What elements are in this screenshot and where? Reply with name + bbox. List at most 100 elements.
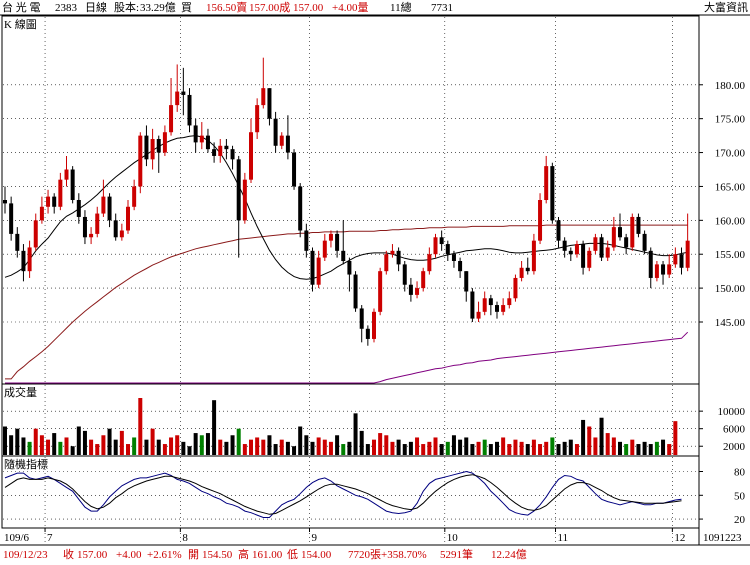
volume-bar: [126, 444, 130, 455]
volume-bar: [95, 444, 100, 455]
candle-body: [402, 264, 407, 285]
candle-body: [199, 135, 204, 143]
candle-body: [439, 237, 444, 245]
volume-bar: [624, 444, 629, 455]
volume-bar: [144, 439, 149, 455]
candle-body: [587, 250, 592, 268]
candle-body: [372, 311, 376, 339]
candle-body: [255, 105, 260, 133]
candle-body: [605, 247, 610, 258]
candle-body: [630, 216, 635, 248]
volume-bar: [64, 437, 69, 455]
candle-body: [495, 305, 499, 312]
candle-body: [304, 230, 309, 251]
volume-bar: [3, 426, 7, 455]
candle-body: [458, 261, 463, 272]
volume-bar: [667, 444, 672, 455]
ma-short-line: [4, 135, 688, 280]
volume-bar: [642, 441, 647, 455]
volume-bar: [507, 444, 512, 455]
volume-bar: [175, 435, 180, 455]
volume-bar: [636, 444, 641, 455]
volume-bar: [513, 439, 518, 455]
candle-body: [89, 233, 94, 238]
candle-body: [654, 264, 659, 278]
volume-bar: [58, 441, 63, 455]
candle-body: [218, 145, 223, 156]
volume-bar: [218, 439, 223, 455]
candle-body: [193, 125, 198, 143]
volume-bar: [390, 441, 395, 455]
candle-body: [27, 247, 32, 272]
candle-body: [64, 169, 69, 180]
volume-bar: [396, 439, 401, 455]
candle-body: [519, 267, 524, 278]
footer-close: 157.00: [77, 549, 108, 561]
candle-body: [476, 311, 481, 319]
kd-line-layer: [4, 470, 682, 518]
candle-body: [76, 200, 81, 217]
volume-bar: [230, 435, 235, 455]
ma-long-line: [5, 224, 688, 380]
volume-bar: [119, 430, 124, 455]
volume-bar: [538, 444, 543, 455]
candle-body: [390, 250, 395, 255]
candle-body: [236, 159, 241, 221]
volume-bar: [630, 439, 635, 455]
kd-k-line: [4, 470, 682, 518]
volume-bar: [611, 437, 616, 455]
volume-bar: [372, 439, 376, 455]
candle-body: [396, 250, 401, 265]
candle-body: [52, 196, 57, 207]
volume-bar: [15, 428, 20, 455]
candle-body: [322, 240, 327, 258]
last-price: 157.00: [293, 2, 324, 14]
candle-body: [169, 105, 174, 133]
candle-body: [574, 244, 579, 255]
candle-body: [685, 240, 690, 268]
volume-bar: [402, 444, 407, 455]
candle-body: [562, 240, 567, 251]
candle-body: [365, 328, 370, 339]
candle-body: [488, 298, 493, 306]
volume-bar: [378, 433, 383, 455]
volume-bar: [421, 444, 426, 455]
candle-body: [384, 254, 389, 272]
candle-body: [335, 233, 340, 251]
candle-body: [679, 254, 684, 268]
volume-y-tick-label: 6000: [723, 424, 746, 436]
volume-value: 11總: [390, 0, 412, 14]
volume-bar: [224, 441, 229, 455]
footer-date: 109/12/23: [3, 549, 48, 561]
stock-code: 2383: [55, 2, 78, 14]
volume-bar: [335, 435, 340, 455]
kd-d-line: [4, 474, 682, 515]
candle-body: [599, 237, 604, 258]
kline-y-tick-label: 145.00: [715, 317, 746, 329]
axis-label-layer: 145.00 150.00 155.00 160.00 165.00 170.00 175.…: [44, 80, 746, 544]
volume-bar: [562, 441, 567, 455]
volume-bar: [70, 446, 75, 455]
kd-y-tick-label: 80: [734, 467, 746, 479]
footer-volume: 7720張+358.70%: [348, 548, 427, 561]
volume-bar: [76, 426, 81, 455]
volume-bar: [365, 444, 370, 455]
volume-bar: [495, 441, 499, 455]
volume-bar: [316, 437, 321, 455]
candle-body: [353, 274, 358, 309]
candle-body: [9, 203, 14, 234]
volume-bar: [433, 437, 438, 455]
volume-bar: [408, 441, 413, 455]
footer-pct: +2.61%: [147, 549, 182, 561]
grid-layer: [3, 17, 698, 544]
volume-bar: [673, 421, 678, 455]
volume-bar: [525, 444, 530, 455]
volume-bar: [212, 400, 217, 455]
candle-body: [82, 216, 87, 238]
candle-body: [310, 250, 315, 285]
volume-bar: [310, 441, 315, 455]
candle-body: [285, 135, 290, 153]
volume-bar: [341, 444, 346, 455]
footer-open-label: 開: [188, 548, 199, 561]
candle-body: [46, 196, 51, 207]
